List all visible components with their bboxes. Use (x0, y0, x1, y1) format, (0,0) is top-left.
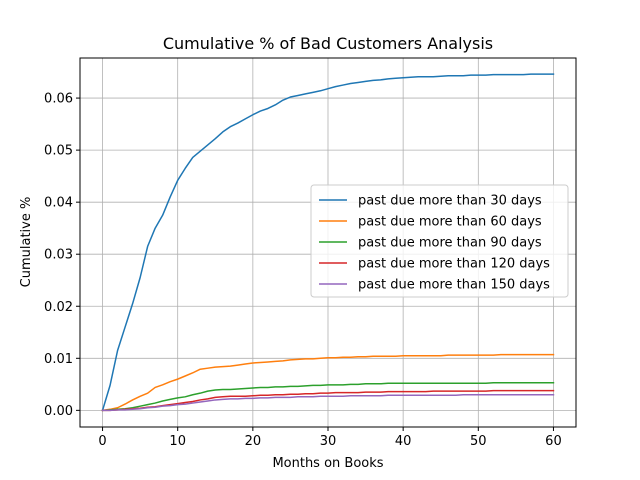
series-layer (101, 73, 555, 412)
chart-title: Cumulative % of Bad Customers Analysis (163, 34, 493, 53)
y-tick-label: 0.03 (44, 248, 73, 263)
legend: past due more than 30 days past due more … (310, 184, 569, 298)
y-tick-label: 0.06 (44, 92, 73, 107)
y-tick-label: 0.00 (44, 404, 73, 419)
y-tick-label: 0.02 (44, 300, 73, 315)
x-tick-label: 0 (98, 434, 106, 449)
legend-label-4: past due more than 120 days (358, 257, 550, 272)
x-tick-label: 10 (169, 434, 186, 449)
x-tick-label: 30 (320, 434, 337, 449)
series-line-2 (101, 353, 555, 412)
y-axis-label: Cumulative % (19, 197, 34, 288)
legend-box (310, 184, 569, 298)
y-tick-label: 0.01 (44, 352, 73, 367)
x-tick-label: 20 (245, 434, 262, 449)
x-axis-label: Months on Books (272, 456, 383, 471)
y-tick-label: 0.04 (44, 196, 73, 211)
x-tick-label: 40 (395, 434, 412, 449)
series-line-4 (101, 389, 555, 412)
x-tick-label: 50 (470, 434, 487, 449)
legend-label-5: past due more than 150 days (358, 278, 550, 293)
legend-label-2: past due more than 60 days (358, 215, 542, 230)
legend-label-3: past due more than 90 days (358, 236, 542, 251)
series-line-5 (101, 393, 555, 412)
ticks: 0 10 20 30 40 50 60 0.00 0.01 0.02 0.03 0.04 0.05 0.0… (44, 92, 562, 449)
series-line-3 (101, 382, 555, 412)
series-line-1 (101, 73, 555, 412)
y-tick-label: 0.05 (44, 144, 73, 159)
legend-label-1: past due more than 30 days (358, 194, 542, 209)
x-tick-label: 60 (545, 434, 562, 449)
